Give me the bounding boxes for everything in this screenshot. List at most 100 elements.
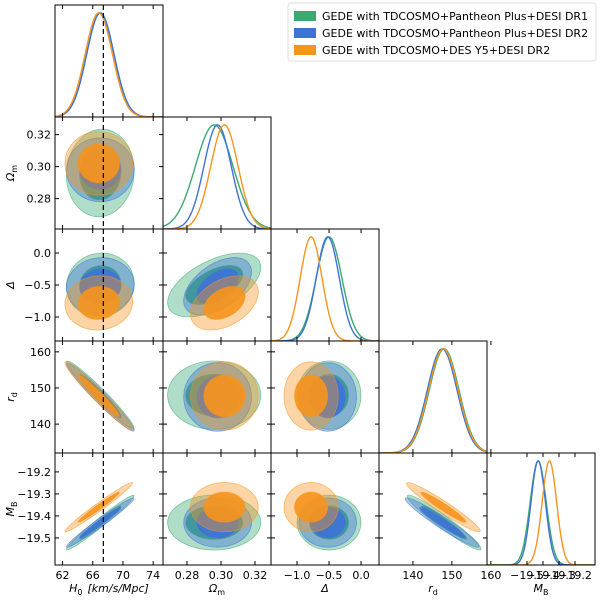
- contour-68: [419, 507, 466, 538]
- x-tick-label: −1.0: [284, 569, 311, 582]
- x-tick-label: −0.5: [316, 569, 343, 582]
- y-tick-label: −19.3: [17, 488, 51, 501]
- y-tick-label: 0.30: [27, 161, 52, 174]
- label-symbol: Ω: [208, 582, 218, 595]
- label-symbol: Δ: [320, 582, 329, 595]
- y-tick-label: −19.4: [17, 510, 51, 523]
- x-tick-label: 70: [116, 569, 130, 582]
- panel: [162, 340, 272, 454]
- panel-body: [167, 482, 262, 551]
- panel-frame: [270, 228, 380, 342]
- panel-body: [64, 117, 135, 229]
- legend: GEDE with TDCOSMO+Pantheon Plus+DESI DR1…: [287, 2, 597, 62]
- label-subscript: B: [10, 502, 19, 508]
- density-curve: [55, 12, 163, 117]
- panel: 62 66 70 74 −19.2 −19.3 −19.4 −19.5: [17, 452, 164, 582]
- panel: 0.28 0.30 0.32: [27, 116, 164, 230]
- x-tick-label: 140: [402, 569, 423, 582]
- panel-frame: [54, 4, 164, 118]
- y-tick-label: 0.32: [27, 129, 52, 142]
- x-tick-label: 66: [86, 569, 100, 582]
- density-curve: [487, 460, 595, 565]
- panel: [162, 228, 272, 342]
- contour-68: [203, 285, 246, 320]
- x-tick-label: 0.32: [243, 569, 268, 582]
- axis-label: Δ: [4, 281, 17, 290]
- x-tick-label: 0.28: [175, 569, 200, 582]
- x-tick-label: 0.0: [352, 569, 370, 582]
- panel-frame: [486, 452, 596, 566]
- panel-body: [283, 482, 362, 551]
- y-tick-label: −0.5: [24, 279, 51, 292]
- axis-label: rd: [4, 392, 19, 402]
- legend-label: GEDE with TDCOSMO+DES Y5+DESI DR2: [322, 44, 550, 57]
- label-subscript: m: [10, 165, 19, 173]
- contour-68: [294, 491, 329, 523]
- legend-label: GEDE with TDCOSMO+Pantheon Plus+DESI DR1: [322, 10, 588, 23]
- label-symbol: M: [4, 507, 17, 517]
- contour-68: [420, 491, 467, 523]
- panel: −1.0 −0.5 0.0: [24, 228, 164, 342]
- label-subscript: d: [433, 588, 438, 597]
- panel-body: [163, 124, 271, 229]
- axis-label: H0 [km/s/Mpc]: [69, 582, 149, 597]
- density-curve: [163, 124, 271, 229]
- density-curve: [487, 459, 595, 565]
- density-curve: [271, 236, 379, 341]
- legend-swatch: [294, 45, 316, 55]
- contour-68: [77, 491, 120, 523]
- panel: −19.2−19.3−19.4−19.5: [486, 452, 596, 582]
- panel: 0.28 0.30 0.32: [162, 452, 272, 582]
- x-tick-label: 74: [146, 569, 160, 582]
- y-tick-label: 140: [30, 418, 51, 431]
- legend-swatch: [294, 28, 316, 38]
- panel-body: [379, 348, 487, 453]
- legend-frame: [287, 2, 597, 62]
- panel-body: [271, 236, 379, 341]
- axis-label: rd: [428, 582, 438, 597]
- legend-label: GEDE with TDCOSMO+Pantheon Plus+DESI DR2: [322, 27, 588, 40]
- density-curve: [379, 348, 487, 453]
- label-subscript: 0: [77, 588, 82, 597]
- panel: [54, 4, 164, 118]
- panel-body: [55, 5, 163, 117]
- y-tick-label: 0.28: [27, 193, 52, 206]
- x-tick-label: 160: [480, 569, 501, 582]
- density-curve: [163, 124, 271, 229]
- y-tick-label: 150: [30, 382, 51, 395]
- panel: 140 150 160: [378, 452, 501, 582]
- label-subscript: d: [10, 392, 19, 397]
- contour-68: [77, 374, 120, 418]
- axis-label: MB: [4, 502, 19, 517]
- label-symbol: H: [69, 582, 77, 595]
- label-symbol: Ω: [4, 172, 17, 182]
- panel-body: [487, 459, 595, 565]
- x-tick-label: 150: [441, 569, 462, 582]
- panel: [378, 340, 492, 454]
- contour-68: [294, 374, 329, 418]
- contour-68: [79, 507, 122, 538]
- panel-body: [64, 341, 135, 453]
- panel-body: [167, 252, 262, 331]
- label-symbol: M: [534, 582, 544, 595]
- x-tick-label: −19.4: [526, 569, 560, 582]
- density-curve: [271, 236, 379, 341]
- x-tick-label: −19.2: [558, 569, 592, 582]
- panel: −1.0 −0.5 0.0: [270, 452, 380, 582]
- label-subscript: B: [543, 588, 549, 597]
- y-tick-label: −19.2: [17, 466, 51, 479]
- panel: [270, 228, 380, 342]
- axis-label: Ωm: [4, 165, 19, 182]
- y-tick-label: −19.5: [17, 532, 51, 545]
- contour-68: [77, 143, 120, 184]
- panel: 140 150 160: [30, 340, 164, 454]
- density-curve: [271, 236, 379, 341]
- x-tick-label: 62: [56, 569, 70, 582]
- contour-68: [77, 285, 120, 320]
- density-curve: [55, 12, 163, 117]
- x-tick-label: 0.30: [209, 569, 234, 582]
- axis-label: Ωm: [208, 582, 225, 597]
- label-symbol: r: [4, 396, 17, 402]
- y-tick-label: 160: [30, 346, 51, 359]
